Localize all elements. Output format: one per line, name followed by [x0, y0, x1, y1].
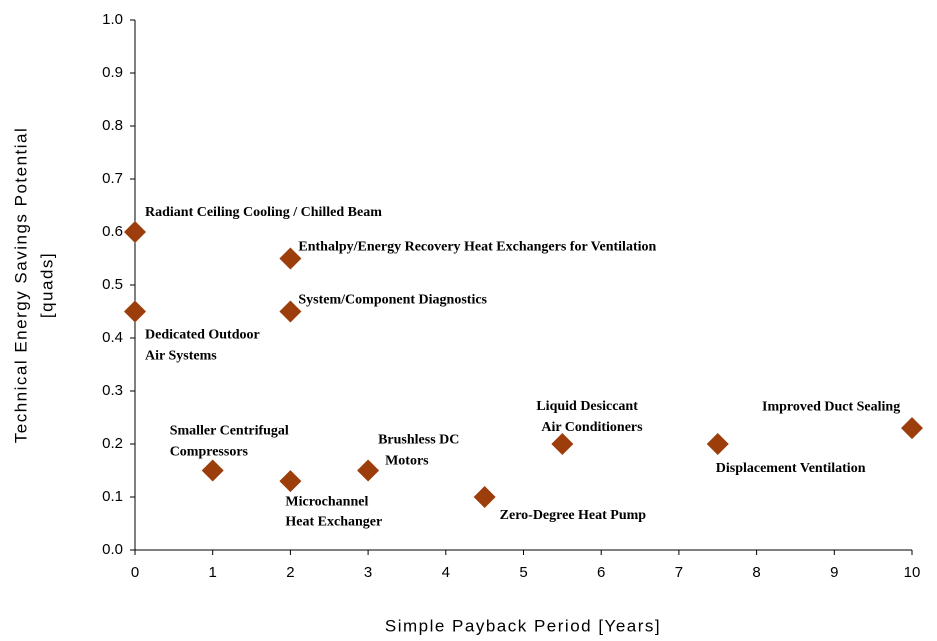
marker — [124, 221, 146, 243]
point-label: System/Component Diagnostics — [298, 293, 487, 308]
y-tick-label: 0.8 — [102, 117, 123, 134]
y-tick-label: 0.2 — [102, 435, 123, 452]
marker — [201, 459, 224, 482]
y-tick-label: 0.6 — [102, 223, 123, 240]
y-tick-label: 1.0 — [102, 11, 123, 28]
marker — [279, 470, 302, 493]
y-tick-label: 0.0 — [102, 541, 123, 558]
y-tick-label: 0.5 — [102, 276, 123, 293]
point-label: Improved Duct Sealing — [762, 399, 900, 414]
point-label: Microchannel — [285, 494, 368, 509]
point-label: Heat Exchanger — [285, 514, 382, 529]
x-tick-label: 5 — [519, 564, 527, 581]
point-label: Compressors — [170, 445, 249, 460]
point-label: Air Conditioners — [541, 420, 643, 435]
point-label: Liquid Desiccant — [536, 399, 638, 414]
y-tick-label: 0.4 — [102, 329, 123, 346]
x-tick-label: 10 — [904, 564, 921, 581]
x-tick-label: 3 — [364, 564, 372, 581]
x-tick-label: 4 — [442, 564, 450, 581]
marker — [473, 486, 496, 508]
point-label: Zero-Degree Heat Pump — [500, 508, 647, 523]
point-label: Enthalpy/Energy Recovery Heat Exchangers… — [298, 240, 656, 255]
x-axis-title: Simple Payback Period [Years] — [385, 616, 661, 635]
x-tick-label: 9 — [830, 564, 838, 581]
x-tick-label: 0 — [131, 564, 139, 581]
y-axis-title: Technical Energy Savings Potential — [11, 127, 30, 444]
point-label: Air Systems — [145, 349, 217, 364]
marker — [279, 247, 302, 270]
point-label: Smaller Centrifugal — [170, 424, 289, 439]
x-tick-label: 8 — [752, 564, 760, 581]
y-tick-label: 0.1 — [102, 488, 123, 505]
x-tick-label: 1 — [209, 564, 217, 581]
marker — [279, 300, 302, 323]
marker — [901, 417, 923, 440]
marker — [551, 433, 574, 455]
marker — [706, 433, 729, 455]
y-axis-title: [quads] — [37, 252, 56, 318]
point-label: Motors — [385, 454, 429, 469]
x-tick-label: 7 — [675, 564, 683, 581]
point-label: Displacement Ventilation — [716, 461, 866, 476]
point-label: Radiant Ceiling Cooling / Chilled Beam — [145, 205, 382, 220]
x-tick-label: 2 — [286, 564, 294, 581]
y-tick-label: 0.7 — [102, 170, 123, 187]
y-tick-label: 0.9 — [102, 64, 123, 81]
y-tick-label: 0.3 — [102, 382, 123, 399]
marker — [124, 300, 146, 323]
x-tick-label: 6 — [597, 564, 605, 581]
marker — [357, 459, 380, 482]
point-label: Brushless DC — [378, 433, 459, 448]
point-label: Dedicated Outdoor — [145, 328, 260, 343]
